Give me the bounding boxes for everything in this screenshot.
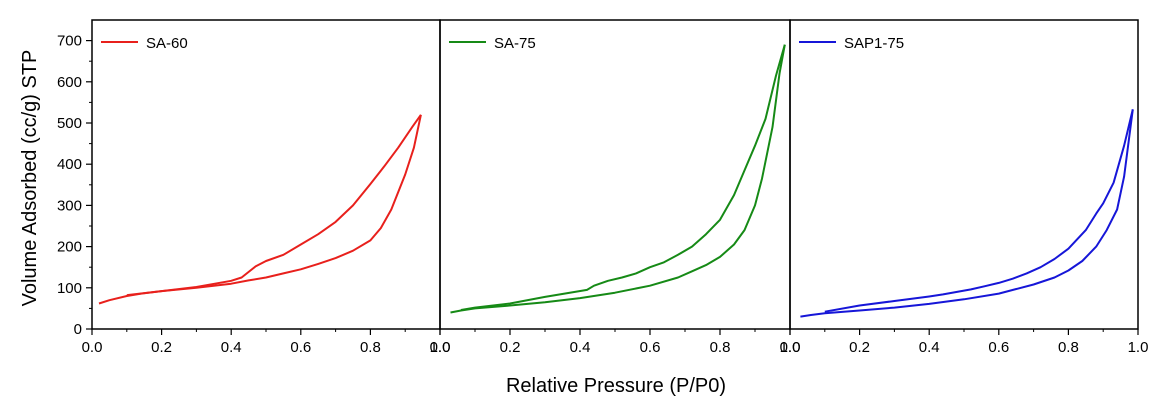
legend-label: SA-75 <box>494 35 536 52</box>
y-tick-label: 400 <box>57 156 82 173</box>
legend-label: SA-60 <box>146 35 188 52</box>
panel-frame <box>439 19 791 330</box>
x-tick-label: 0.0 <box>430 339 451 356</box>
x-tick-label: 0.4 <box>221 339 242 356</box>
desorption-line <box>126 114 422 297</box>
y-tick-label: 700 <box>57 33 82 50</box>
adsorption-line <box>450 44 786 314</box>
y-tick-label: 100 <box>57 280 82 297</box>
x-tick-label: 0.6 <box>988 339 1009 356</box>
chart-panels: 0.0 0.2 0.4 0.6 0.8 1.0 0 100 200 300 400 500 600 700… <box>57 19 1149 356</box>
adsorption-line <box>800 109 1134 318</box>
x-tick-label: 0.6 <box>290 339 311 356</box>
y-tick-label: 600 <box>57 74 82 91</box>
y-tick-label: 500 <box>57 115 82 132</box>
x-tick-label: 0.0 <box>780 339 801 356</box>
adsorption-line <box>98 114 422 305</box>
y-tick-label: 200 <box>57 239 82 256</box>
y-tick-label: 300 <box>57 197 82 214</box>
desorption-line <box>824 109 1134 313</box>
x-tick-label: 1.0 <box>1128 339 1149 356</box>
x-tick-label: 1.0 <box>780 339 801 356</box>
panel-2: 0.0 0.2 0.4 0.6 0.8 1.0 SA-75 <box>430 19 801 356</box>
y-axis-title: Volume Adsorbed (cc/g) STP <box>19 50 41 307</box>
panel-1: 0.0 0.2 0.4 0.6 0.8 1.0 0 100 200 300 400 500 600 700… <box>57 19 451 356</box>
x-tick-label: 1.0 <box>430 339 451 356</box>
x-tick-label: 0.8 <box>1058 339 1079 356</box>
legend-label: SAP1-75 <box>844 35 904 52</box>
x-tick-label: 0.6 <box>640 339 661 356</box>
x-tick-label: 0.0 <box>82 339 103 356</box>
panel-frame <box>91 19 441 330</box>
y-tick-label: 0 <box>74 321 82 338</box>
x-tick-label: 0.4 <box>570 339 591 356</box>
x-tick-label: 0.8 <box>710 339 731 356</box>
panel-frame <box>789 19 1139 330</box>
x-tick-label: 0.2 <box>500 339 521 356</box>
x-tick-label: 0.2 <box>151 339 172 356</box>
x-tick-label: 0.4 <box>919 339 940 356</box>
x-tick-label: 0.2 <box>849 339 870 356</box>
x-axis-title: Relative Pressure (P/P0) <box>506 375 726 397</box>
panel-3: 0.0 0.2 0.4 0.6 0.8 1.0 SAP1-75 <box>780 19 1149 356</box>
x-tick-label: 0.8 <box>360 339 381 356</box>
desorption-line <box>460 44 786 311</box>
